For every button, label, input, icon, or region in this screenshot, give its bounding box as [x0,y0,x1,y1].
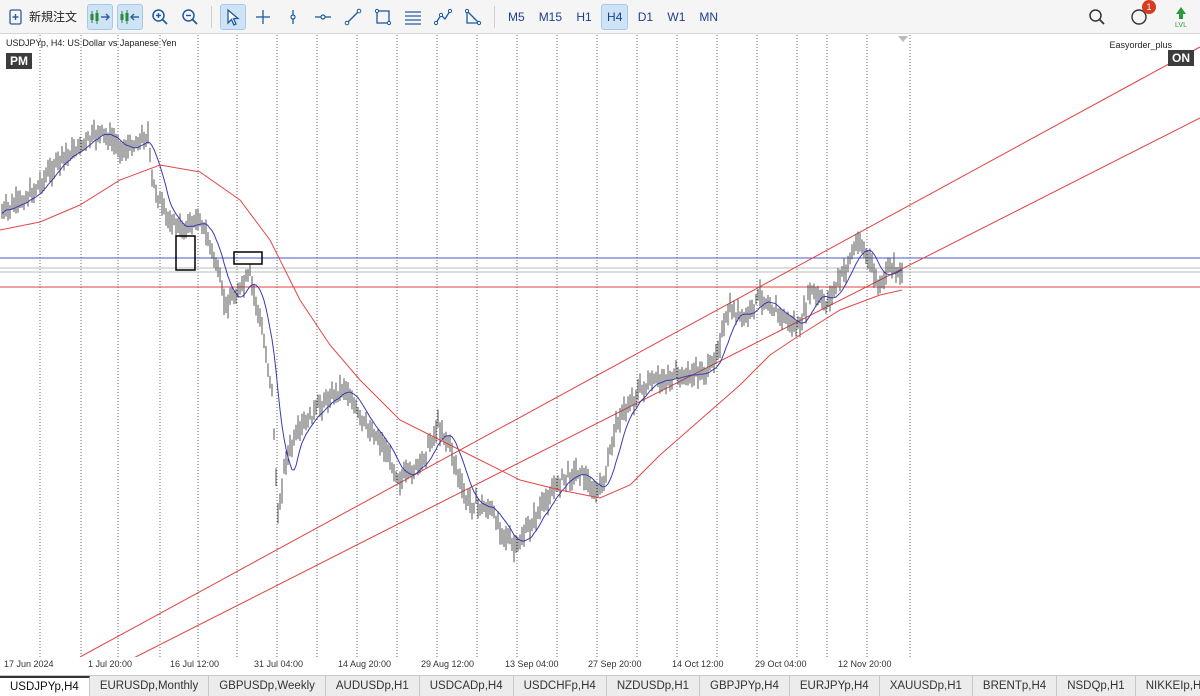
right-tools: 1 LVL [1082,0,1200,34]
time-axis-label: 14 Aug 20:00 [338,659,392,669]
time-axis-label: 29 Oct 04:00 [755,659,807,669]
search-button[interactable] [1084,4,1110,30]
toolbar-separator [211,5,213,28]
time-axis: 17 Jun 2024 1 Jul 20:00 16 Jul 12:00 31 Jul… [0,657,1200,675]
chart-tab[interactable]: GBPUSDp,Weekly [209,676,326,696]
ea-name-label: Easyorder_plus [1109,40,1172,50]
timeframe-d1[interactable]: D1 [637,9,654,24]
ma-fast-line [1,133,903,542]
chart-tab[interactable]: USDCHFp,H4 [514,676,607,696]
channel-lower-line [99,117,1200,676]
timeframe-h4[interactable]: H4 [601,3,629,30]
chart-tab[interactable]: EURJPYp,H4 [790,676,880,696]
timeframe-group: M5 M15 H1 H4 D1 W1 MN [501,3,725,30]
price-bars [1,119,903,563]
new-order-button[interactable]: 新規注文 [2,4,83,30]
session-badge: PM [6,53,32,69]
chart-tab[interactable]: USDJPYp,H4 [0,676,90,696]
svg-text:LVL: LVL [1175,22,1187,28]
moving-averages [0,133,903,542]
timeframe-mn[interactable]: MN [699,9,719,24]
chart-tab[interactable]: XAUUSDp,H1 [880,676,973,696]
vertical-grid [39,35,911,657]
fibonacci-tool-button[interactable] [400,4,426,30]
zoom-in-button[interactable] [147,4,173,30]
rectangle-tool-button[interactable] [370,4,396,30]
notification-badge: 1 [1142,0,1156,14]
timeframe-h1[interactable]: H1 [576,9,592,24]
crosshair-tool-button[interactable] [250,4,276,30]
candles-arrow-right-icon [90,9,111,24]
chart-tabs-bar: USDJPYp,H4 EURUSDp,Monthly GBPUSDp,Weekly A… [0,675,1200,696]
ea-status-badge[interactable]: ON [1168,50,1194,66]
polyline-icon [434,8,453,25]
new-order-icon [9,8,22,25]
new-order-label: 新規注文 [29,10,78,24]
signal-level-icon: LVL [1175,7,1187,28]
annotation-box [233,251,263,265]
chart-tab[interactable]: USDCADp,H4 [420,676,514,696]
signal-button[interactable]: LVL [1168,4,1194,30]
shapes-tool-button[interactable] [460,4,486,30]
timeframe-m15[interactable]: M15 [538,9,563,24]
chart-tab[interactable]: NSDQp,H1 [1057,676,1136,696]
time-axis-label: 1 Jul 20:00 [88,659,133,669]
candles-arrow-left-icon [120,9,140,24]
cursor-icon [227,8,240,26]
crosshair-icon [256,9,271,24]
timeframe-w1[interactable]: W1 [667,9,686,24]
time-axis-label: 14 Oct 12:00 [672,659,724,669]
annotation-box [175,235,196,271]
rectangle-icon [374,8,392,25]
vertical-line-icon [290,9,296,24]
triangle-shape-icon [464,8,482,25]
time-axis-label: 17 Jun 2024 [4,659,54,669]
time-axis-label: 31 Jul 04:00 [254,659,304,669]
chart-tab[interactable]: BRENTp,H4 [973,676,1058,696]
zoom-out-icon [182,8,198,25]
chat-icon [1131,9,1147,25]
time-axis-label: 16 Jul 12:00 [170,659,220,669]
vertical-line-tool-button[interactable] [280,4,306,30]
fibonacci-icon [405,10,422,25]
zoom-in-icon [152,8,168,25]
cursor-tool-button[interactable] [220,3,247,30]
chart-tab[interactable]: EURUSDp,Monthly [90,676,210,696]
annotation-boxes [175,235,263,271]
chart-tab[interactable]: GBPJPYp,H4 [700,676,790,696]
ma-slow-line [0,164,903,499]
horizontal-line-icon [315,13,332,20]
chart-tab[interactable]: AUDUSDp,H1 [326,676,420,696]
chart-area[interactable] [0,35,1200,676]
time-axis-label: 27 Sep 20:00 [588,659,642,669]
price-chart[interactable] [0,35,1200,676]
toolbar: 新規注文 [0,0,1200,34]
time-axis-label: 29 Aug 12:00 [421,659,475,669]
zoom-out-button[interactable] [177,4,203,30]
time-axis-label: 13 Sep 04:00 [505,659,559,669]
trendline-icon [344,8,362,25]
time-axis-label: 12 Nov 20:00 [838,659,892,669]
chart-tab[interactable]: NIKKEIp,H1 [1136,676,1200,696]
notifications-button[interactable]: 1 [1126,0,1156,30]
chart-shift-marker[interactable] [898,36,908,42]
toolbar-separator [494,5,496,28]
autoscroll-button[interactable] [117,3,144,30]
chart-symbol-title: USDJPYp, H4: US Dollar vs Japanese Yen [6,38,177,48]
search-icon [1089,9,1105,25]
polyline-tool-button[interactable] [430,4,456,30]
channel-upper-line [79,46,1200,658]
scroll-right-button[interactable] [87,3,114,30]
trendline-tool-button[interactable] [340,4,366,30]
timeframe-m5[interactable]: M5 [508,9,525,24]
horizontal-levels [0,257,1200,288]
horizontal-line-tool-button[interactable] [310,4,336,30]
trend-channel [79,46,1200,676]
chart-tab[interactable]: NZDUSDp,H1 [607,676,701,696]
